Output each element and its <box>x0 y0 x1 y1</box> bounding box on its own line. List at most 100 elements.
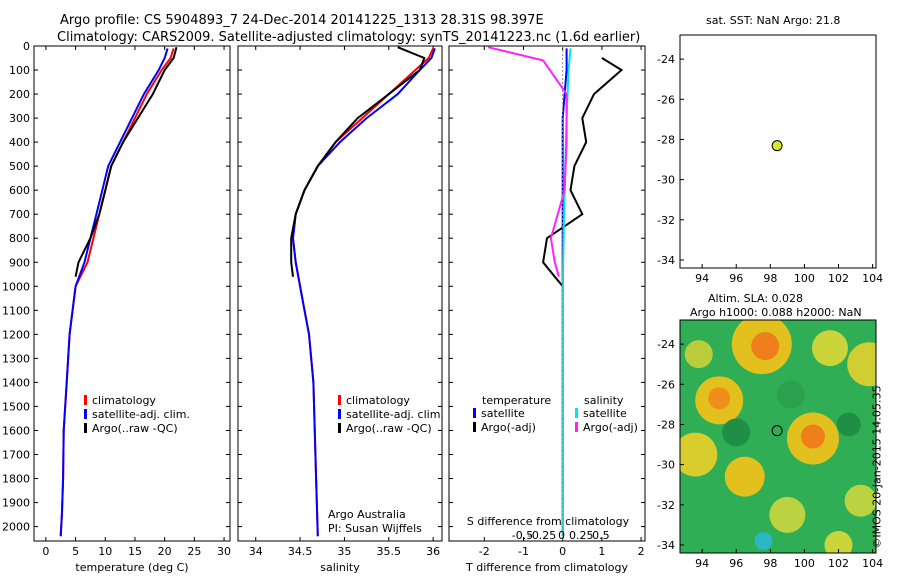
sla-anomaly-blob <box>754 531 773 550</box>
depth-tick-label: 1500 <box>2 400 30 413</box>
sla-map-frame <box>679 319 877 554</box>
temperature-profile-xtick-label: 5 <box>72 545 79 558</box>
salinity-profile-xtick-label: 35 <box>337 545 351 558</box>
temperature-profile-xtick-label: 30 <box>217 545 231 558</box>
depth-tick-label: 1800 <box>2 473 30 486</box>
difference-profile-series-temperature-argo-adj- <box>542 57 624 287</box>
difference-profile-series-salinity-argo-adj- <box>487 46 568 277</box>
temperature-profile-legend-label: climatology <box>92 394 156 407</box>
sla-title-line2: Argo h1000: 0.088 h2000: NaN <box>690 306 862 319</box>
temperature-profile-xtick-label: 25 <box>187 545 201 558</box>
depth-tick-label: 600 <box>9 184 30 197</box>
sst-map-xtick-label: 96 <box>729 272 743 285</box>
header-line2: Climatology: CARS2009. Satellite-adjuste… <box>57 30 641 45</box>
temperature-profile-legend-label: satellite-adj. clim. <box>92 408 190 421</box>
depth-tick-label: 200 <box>9 88 30 101</box>
salinity-profile-series-argo-raw-qc- <box>290 46 426 277</box>
sla-anomaly-blob <box>847 342 876 387</box>
depth-tick-label: 1000 <box>2 280 30 293</box>
diff-top-xlabel: S difference from climatology <box>467 515 630 528</box>
sla-anomaly-blob <box>824 530 853 553</box>
sla-anomaly-blob <box>724 456 765 497</box>
sst-map-argo-position <box>771 140 783 152</box>
depth-tick-label: 1200 <box>2 328 30 341</box>
salinity-profile-legend-swatch <box>338 395 341 405</box>
sla-anomaly-blob <box>800 424 825 449</box>
diff-legend-swatch <box>575 408 578 418</box>
sst-map-ytick-label: -30 <box>657 174 675 187</box>
temperature-profile-xtick-label: 20 <box>158 545 172 558</box>
temperature-profile-series-satellite-adj-clim- <box>59 48 169 537</box>
temperature-profile-series-argo-raw-qc- <box>74 46 178 277</box>
salinity-profile-xtick-label: 36 <box>426 545 440 558</box>
temperature-profile-legend-label: Argo(..raw -QC) <box>92 422 178 435</box>
argo-australia-note: Argo Australia <box>328 508 406 521</box>
temperature-profile-series-climatology <box>59 48 175 537</box>
sst-map-frame <box>679 34 877 269</box>
depth-tick-label: 900 <box>9 256 30 269</box>
sla-field <box>680 320 876 553</box>
sla-map-xtick-label: 98 <box>763 557 777 570</box>
difference-profile-xtick-label: -1 <box>518 545 529 558</box>
salinity-profile-legend-label: satellite-adj. clim. <box>346 408 444 421</box>
difference-profile-xtick-label: 1 <box>598 545 605 558</box>
sla-map-ytick-label: -28 <box>657 418 675 431</box>
sst-map-xtick-label: 98 <box>763 272 777 285</box>
sla-map-ytick-label: -26 <box>657 378 675 391</box>
sla-map-xtick-label: 96 <box>729 557 743 570</box>
sst-map-title: sat. SST: NaN Argo: 21.8 <box>706 14 841 27</box>
depth-tick-label: 500 <box>9 160 30 173</box>
sla-anomaly-blob <box>708 387 731 410</box>
depth-tick-label: 400 <box>9 136 30 149</box>
depth-tick-label: 1300 <box>2 352 30 365</box>
temperature-profile-legend-swatch <box>84 423 87 433</box>
header-line1: Argo profile: CS 5904893_7 24-Dec-2014 2… <box>60 13 544 28</box>
sla-anomaly-blob <box>836 412 861 437</box>
sla-anomaly-blob <box>776 380 805 409</box>
temperature-profile-xtick-label: 10 <box>98 545 112 558</box>
salinity-diff-tick-label: -0.5 <box>512 529 533 542</box>
salinity-profile-series-satellite-adj-clim- <box>291 48 436 537</box>
depth-tick-label: 300 <box>9 112 30 125</box>
depth-tick-label: 1700 <box>2 448 30 461</box>
sla-anomaly-blob <box>722 418 751 447</box>
diff-legend-swatch <box>473 408 476 418</box>
depth-tick-label: 1100 <box>2 304 30 317</box>
salinity-profile-xtick-label: 34.5 <box>288 545 313 558</box>
diff-legend-label: satellite <box>583 407 627 420</box>
depth-tick-label: 0 <box>23 40 30 53</box>
sla-anomaly-blob <box>684 340 713 369</box>
depth-tick-label: 800 <box>9 232 30 245</box>
salinity-profile-xtick-label: 35.5 <box>377 545 402 558</box>
diff-legend-title-temperature: temperature <box>482 394 551 407</box>
salinity-profile-legend-label: Argo(..raw -QC) <box>346 422 432 435</box>
salinity-diff-tick-label: 0 <box>558 529 565 542</box>
sst-map-xtick-label: 104 <box>862 272 883 285</box>
sst-map-xtick-label: 94 <box>695 272 709 285</box>
salinity-profile-xtick-label: 34 <box>249 545 263 558</box>
difference-profile-xtick-label: 2 <box>638 545 645 558</box>
sla-anomaly-blob <box>769 496 806 533</box>
diff-legend-label: satellite <box>481 407 525 420</box>
diff-legend-label: Argo(-adj) <box>481 421 536 434</box>
sla-map-ytick-label: -34 <box>657 539 675 552</box>
salinity-profile-legend-swatch <box>338 409 341 419</box>
sst-map-ytick-label: -28 <box>657 133 675 146</box>
difference-profile-xlabel: T difference from climatology <box>465 561 628 574</box>
salinity-profile-frame <box>237 45 443 542</box>
salinity-diff-tick-label: 0.5 <box>592 529 610 542</box>
depth-tick-label: 1400 <box>2 376 30 389</box>
depth-tick-label: 1600 <box>2 424 30 437</box>
sst-map-ytick-label: -34 <box>657 254 675 267</box>
sla-anomaly-blob <box>844 484 876 517</box>
diff-legend-title-salinity: salinity <box>584 394 624 407</box>
sla-map-ytick-label: -30 <box>657 459 675 472</box>
diff-legend-swatch <box>473 422 476 432</box>
sla-anomaly-blob <box>811 330 848 367</box>
depth-tick-label: 700 <box>9 208 30 221</box>
imos-watermark: ©IMOS 20-Jan-2015 14:05:35 <box>870 385 884 549</box>
sst-map-ytick-label: -24 <box>657 53 675 66</box>
sla-anomaly-blob <box>680 432 718 477</box>
sla-map-argo-position <box>771 425 783 437</box>
